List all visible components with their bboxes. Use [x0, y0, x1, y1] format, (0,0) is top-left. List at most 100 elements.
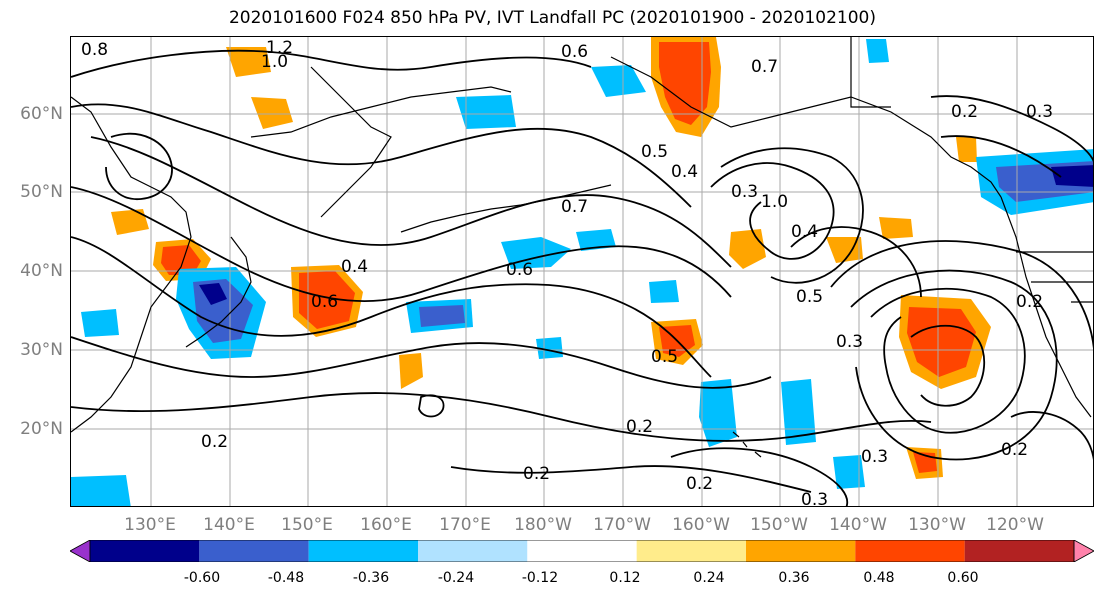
colorbar-segments — [70, 540, 1094, 562]
map-panel: 1.2 1.0 0.8 0.7 0.6 0.5 0.4 0.3 0.2 0.2 … — [70, 36, 1094, 507]
colorbar-segment — [746, 540, 856, 562]
fill-pos-13 — [956, 137, 977, 162]
coast-kamchatka — [310, 66, 392, 218]
gridlines — [71, 37, 1093, 506]
coast-okhotsk — [250, 86, 512, 138]
fill-pos-4-core — [161, 245, 201, 275]
colorbar-segment — [527, 540, 637, 562]
colorbar-tick: -0.36 — [352, 570, 390, 586]
contour-label: 0.4 — [671, 162, 698, 182]
colorbar-segment — [199, 540, 309, 562]
contour-labels: 1.2 1.0 0.8 0.7 0.6 0.5 0.4 0.3 0.2 0.2 … — [81, 38, 1053, 507]
contour-label: 0.7 — [561, 197, 588, 217]
fill-pos-1-core — [659, 42, 711, 125]
lon-label-170w: 170°W — [593, 515, 651, 535]
contour-label: 0.4 — [341, 257, 368, 277]
colorbar-tick: 0.36 — [778, 570, 810, 586]
fill-pos-6 — [729, 229, 766, 269]
fill-pos-9 — [226, 47, 271, 77]
fill-neg-3-core — [419, 305, 465, 327]
fill-neg-8 — [456, 95, 516, 129]
lon-label-130w: 130°W — [908, 515, 966, 535]
map-canvas: 1.2 1.0 0.8 0.7 0.6 0.5 0.4 0.3 0.2 0.2 … — [71, 37, 1093, 507]
coast-hawaii — [732, 431, 762, 458]
contour-line-4 — [71, 186, 732, 302]
contour-line-2 — [71, 103, 692, 208]
lon-label-130e: 130°E — [124, 515, 176, 535]
colorbar-segment — [308, 540, 418, 562]
fill-pos-8 — [879, 217, 913, 239]
contour-line-16 — [940, 135, 1062, 178]
contour-label: 0.3 — [861, 447, 888, 467]
contour-line-20 — [790, 226, 922, 298]
colorbar-tick: -0.60 — [183, 570, 221, 586]
contour-line-8 — [450, 465, 812, 493]
contour-label: 0.3 — [1026, 102, 1053, 122]
contour-label: 1.0 — [261, 52, 288, 72]
lon-label-150e: 150°E — [281, 515, 333, 535]
border-us — [1016, 251, 1093, 303]
lon-label-170e: 170°E — [439, 515, 491, 535]
colorbar-segment — [418, 540, 528, 562]
contour-label: 0.2 — [686, 474, 713, 494]
contour-label: 0.3 — [836, 332, 863, 352]
coast-na-west — [1000, 196, 1092, 418]
contour-label: 0.6 — [506, 260, 533, 280]
lon-label-160w: 160°W — [672, 515, 730, 535]
contour-line-10 — [720, 147, 864, 284]
fill-pos-12 — [399, 353, 423, 389]
contour-label: 0.5 — [651, 347, 678, 367]
contour-label: 0.8 — [81, 40, 108, 60]
fill-neg-11 — [833, 455, 865, 489]
colorbar-segment-min — [70, 540, 91, 562]
fill-neg-13 — [536, 337, 563, 359]
contour-lines — [71, 49, 1093, 506]
coast-japan — [185, 236, 252, 348]
coastlines — [71, 37, 1093, 458]
contour-line-5 — [71, 236, 712, 378]
border-canada — [850, 37, 891, 108]
fill-pos-14 — [111, 209, 149, 235]
colorbar — [70, 540, 1094, 562]
contour-label: 0.7 — [751, 57, 778, 77]
colorbar-outline — [89, 540, 1075, 562]
contour-line-18 — [418, 394, 445, 418]
contour-line-6 — [71, 336, 772, 389]
fill-neg-14 — [649, 280, 679, 303]
contour-label: 0.5 — [641, 142, 668, 162]
contour-line-3 — [90, 136, 732, 268]
fill-pos-2-core — [907, 307, 976, 377]
colorbar-segment — [90, 540, 200, 562]
contour-line-21 — [1010, 411, 1093, 461]
contour-line-14 — [910, 324, 986, 407]
contour-label: 0.2 — [201, 432, 228, 452]
colorbar-tick: 0.24 — [693, 570, 725, 586]
colorbar-tick: 0.60 — [947, 570, 979, 586]
lon-label-140e: 140°E — [203, 515, 255, 535]
lat-label-30n: 30°N — [20, 340, 63, 360]
coast-aleutians — [400, 184, 612, 233]
colorbar-segment — [636, 540, 746, 562]
contour-line-12 — [850, 269, 1058, 461]
colorbar-tick: -0.12 — [521, 570, 559, 586]
lon-label-120w: 120°W — [986, 515, 1044, 535]
contour-label: 0.6 — [561, 42, 588, 62]
contour-label: 0.3 — [731, 182, 758, 202]
colorbar-segment-max — [1073, 540, 1094, 562]
contour-label: 0.3 — [801, 490, 828, 507]
contour-label: 0.2 — [1001, 440, 1028, 460]
contour-label: 0.6 — [311, 292, 338, 312]
lon-label-150w: 150°W — [750, 515, 808, 535]
fill-neg-10 — [81, 309, 119, 337]
contour-label: 0.2 — [523, 464, 550, 484]
contour-label: 0.4 — [791, 222, 818, 242]
colorbar-tick: -0.48 — [267, 570, 305, 586]
contour-line-19 — [670, 447, 849, 506]
contour-line-7 — [71, 392, 932, 442]
lat-label-40n: 40°N — [20, 261, 63, 281]
fill-neg-15 — [866, 39, 889, 63]
colorbar-tick: 0.12 — [609, 570, 641, 586]
contour-label: 0.2 — [626, 417, 653, 437]
contour-label: 0.5 — [796, 287, 823, 307]
lon-label-180w: 180°W — [514, 515, 572, 535]
